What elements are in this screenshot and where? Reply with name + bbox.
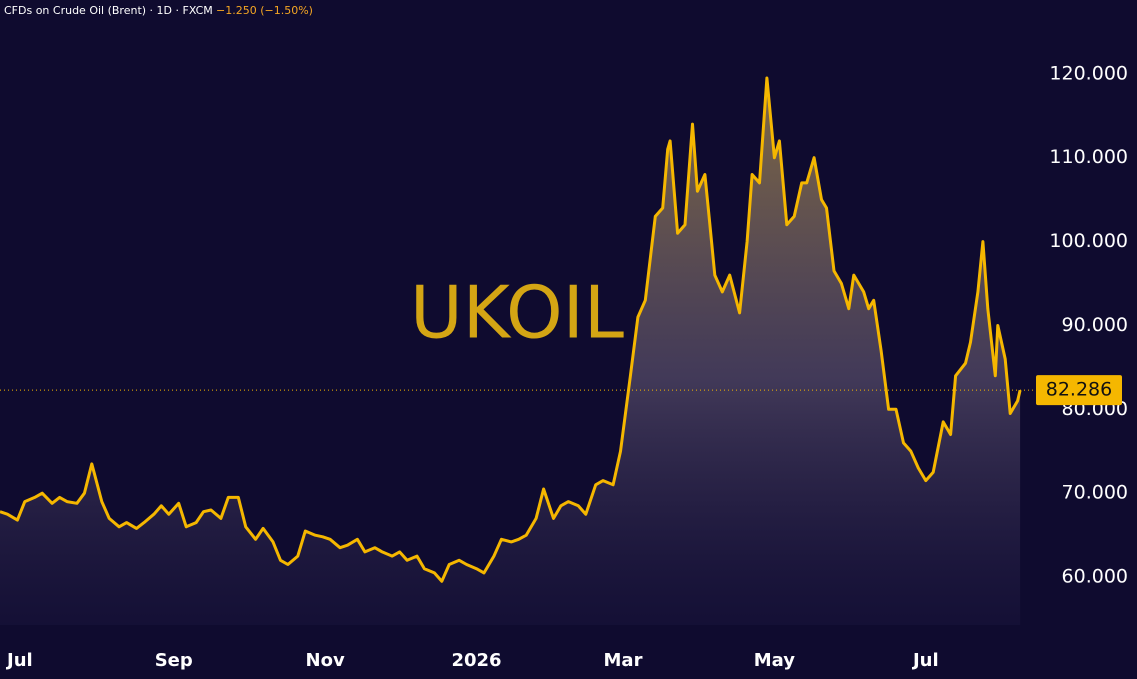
x-tick-label: 2026 (451, 650, 501, 671)
y-tick-label: 90.000 (1062, 314, 1128, 336)
x-tick-label: Sep (155, 650, 193, 671)
y-tick-label: 60.000 (1062, 566, 1128, 588)
y-tick-label: 110.000 (1049, 146, 1128, 168)
y-tick-label: 120.000 (1049, 62, 1128, 84)
x-tick-label: Mar (604, 650, 643, 671)
y-tick-label: 100.000 (1049, 230, 1128, 252)
watermark: UKOIL (410, 271, 624, 355)
price-line (0, 76, 1022, 583)
x-tick-label: May (754, 650, 796, 671)
change-label: −1.250 (−1.50%) (216, 4, 313, 17)
x-tick-label: Jul (5, 650, 33, 671)
x-tick-label: Jul (911, 650, 939, 671)
chart-title: CFDs on Crude Oil (Brent) · 1D · FXCM (4, 4, 213, 17)
x-tick-label: Nov (306, 650, 345, 671)
y-tick-label: 70.000 (1062, 482, 1128, 504)
last-price-box (1036, 375, 1122, 406)
last-price-label: 82.286 (1046, 379, 1112, 401)
area (0, 78, 1021, 625)
